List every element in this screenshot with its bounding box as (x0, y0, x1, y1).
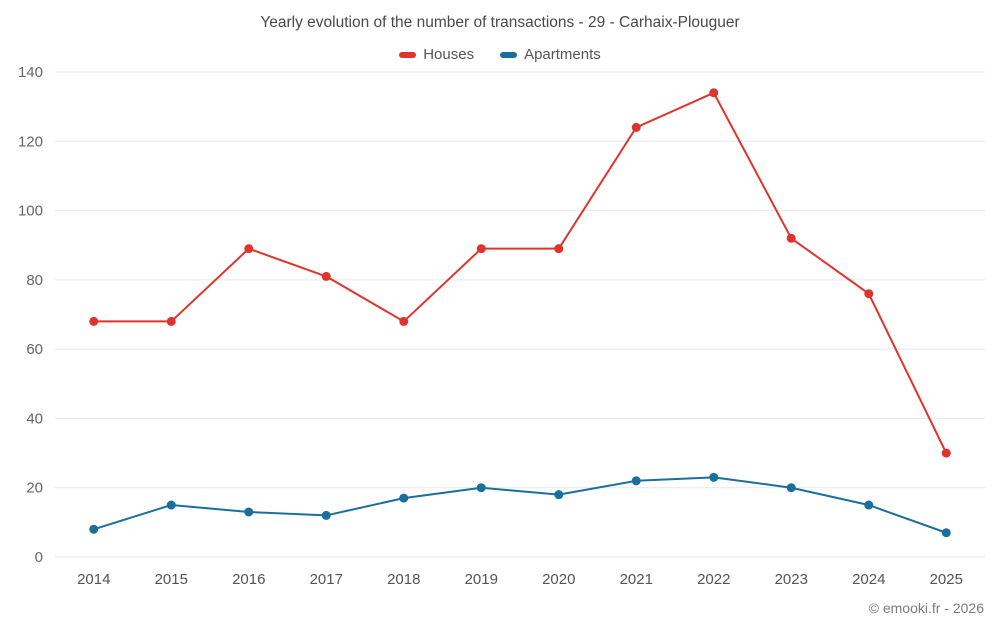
x-axis-label: 2025 (930, 571, 963, 588)
y-tick-label: 60 (26, 341, 43, 358)
data-point-houses-2019[interactable] (476, 244, 486, 254)
data-point-apartments-2025[interactable] (941, 528, 951, 538)
series-line-houses (92, 91, 948, 455)
data-point-apartments-2023[interactable] (786, 483, 796, 493)
data-point-apartments-2020[interactable] (554, 490, 564, 500)
data-point-houses-2024[interactable] (864, 289, 874, 299)
legend-label-apartments: Apartments (524, 46, 601, 63)
data-point-apartments-2016[interactable] (244, 507, 254, 517)
y-tick-label: 140 (18, 64, 43, 81)
y-tick-label: 0 (35, 549, 43, 566)
y-tick-label: 80 (26, 272, 43, 289)
data-point-houses-2022[interactable] (709, 88, 719, 98)
data-point-houses-2016[interactable] (244, 244, 254, 254)
y-tick-label: 40 (26, 410, 43, 427)
x-axis-label: 2015 (155, 571, 188, 588)
x-axis-label: 2022 (697, 571, 730, 588)
x-axis-label: 2014 (77, 571, 110, 588)
x-axis-label: 2024 (852, 571, 885, 588)
legend-swatch-apartments (500, 51, 518, 58)
data-point-apartments-2022[interactable] (709, 472, 719, 482)
data-point-apartments-2021[interactable] (631, 476, 641, 486)
data-point-houses-2018[interactable] (399, 316, 409, 326)
data-point-apartments-2024[interactable] (864, 500, 874, 510)
data-point-apartments-2017[interactable] (321, 510, 331, 520)
data-point-houses-2015[interactable] (166, 316, 176, 326)
x-axis-label: 2019 (465, 571, 498, 588)
data-point-apartments-2015[interactable] (166, 500, 176, 510)
y-tick-label: 20 (26, 480, 43, 497)
data-point-houses-2020[interactable] (554, 244, 564, 254)
x-axis-label: 2020 (542, 571, 575, 588)
series-line-apartments (92, 476, 948, 534)
y-tick-label: 100 (18, 203, 43, 220)
y-tick-label: 120 (18, 133, 43, 150)
data-point-apartments-2014[interactable] (89, 524, 99, 534)
x-axis-label: 2018 (387, 571, 420, 588)
legend-swatch-houses (399, 51, 417, 58)
chart-title: Yearly evolution of the number of transa… (260, 14, 740, 31)
data-point-houses-2014[interactable] (89, 316, 99, 326)
data-point-houses-2021[interactable] (631, 122, 641, 132)
legend-item-apartments[interactable]: Apartments (500, 46, 601, 63)
data-point-houses-2017[interactable] (321, 271, 331, 281)
data-point-houses-2025[interactable] (941, 448, 951, 458)
copyright: © emooki.fr - 2026 (868, 600, 984, 616)
legend-item-houses[interactable]: Houses (399, 46, 474, 63)
legend: Houses Apartments (0, 46, 1000, 63)
x-axis-label: 2023 (775, 571, 808, 588)
x-axis-label: 2017 (310, 571, 343, 588)
x-axis-label: 2016 (232, 571, 265, 588)
data-point-houses-2023[interactable] (786, 233, 796, 243)
data-point-apartments-2018[interactable] (399, 493, 409, 503)
legend-label-houses: Houses (423, 46, 475, 63)
x-axis-label: 2021 (620, 571, 653, 588)
data-point-apartments-2019[interactable] (476, 483, 486, 493)
